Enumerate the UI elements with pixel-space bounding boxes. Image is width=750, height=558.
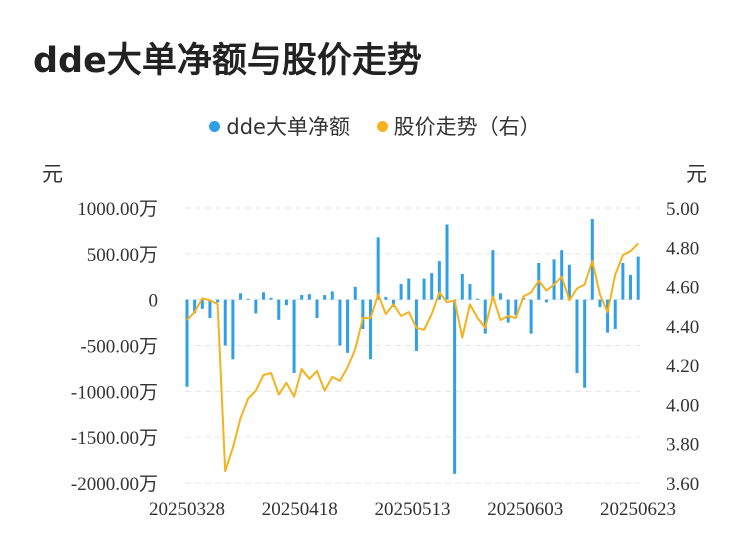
dde-bar xyxy=(323,295,327,300)
x-axis-tick-label: 20250513 xyxy=(375,499,451,520)
right-axis-tick-label: 4.80 xyxy=(666,238,699,259)
dde-bar xyxy=(514,299,518,316)
dde-bar xyxy=(606,299,610,333)
right-axis-unit: 元 xyxy=(686,162,707,186)
dde-bar xyxy=(407,278,411,300)
dde-bar xyxy=(200,299,204,309)
x-axis-tick-label: 20250328 xyxy=(149,499,225,520)
dde-bar xyxy=(437,261,441,300)
right-axis-tick-label: 4.20 xyxy=(666,356,699,377)
dde-bar xyxy=(292,299,296,373)
legend-line-marker-icon xyxy=(376,120,388,132)
right-axis-tick-label: 4.00 xyxy=(666,395,699,416)
dde-bar xyxy=(315,299,319,318)
left-axis-tick-label: -500.00万 xyxy=(80,337,158,358)
dde-bar xyxy=(361,299,365,329)
dde-bar xyxy=(529,299,533,334)
dde-bar xyxy=(338,299,342,346)
dde-bar xyxy=(269,297,273,300)
legend-line-label: 股价走势（右） xyxy=(393,115,541,139)
dde-bar xyxy=(330,291,334,300)
left-axis-tick-label: 500.00万 xyxy=(87,245,158,266)
dde-bar xyxy=(376,237,380,300)
dde-bar xyxy=(499,293,503,300)
dde-bar xyxy=(445,224,449,300)
right-axis-tick-label: 3.80 xyxy=(666,435,699,456)
dde-bar xyxy=(277,299,281,320)
dde-bar xyxy=(254,299,258,314)
dde-bar xyxy=(369,299,373,360)
dde-bar xyxy=(300,295,304,300)
dde-bar xyxy=(575,299,579,373)
dde-bar xyxy=(284,299,288,306)
dde-bar xyxy=(468,284,472,300)
dde-bar xyxy=(239,293,243,300)
dde-bar xyxy=(353,286,357,300)
legend-bar-label: dde大单净额 xyxy=(226,115,350,139)
x-axis-tick-label: 20250603 xyxy=(487,499,563,520)
dde-bar xyxy=(261,292,265,300)
right-axis-tick-label: 4.60 xyxy=(666,278,699,299)
dde-bar xyxy=(384,296,388,300)
dde-bar xyxy=(453,299,457,474)
dde-bar xyxy=(552,259,556,300)
left-axis-tick-label: 1000.00万 xyxy=(77,199,158,220)
dde-bar xyxy=(636,256,640,300)
dde-bar xyxy=(567,264,571,300)
dde-bar xyxy=(208,299,212,318)
dde-bar xyxy=(422,278,426,300)
dde-bar xyxy=(430,273,434,300)
right-axis-tick-label: 3.60 xyxy=(666,474,699,495)
dde-bar xyxy=(629,274,633,300)
dde-bar xyxy=(193,299,197,314)
left-axis-tick-label: 0 xyxy=(149,291,159,312)
left-axis-tick-label: -1500.00万 xyxy=(71,428,158,449)
legend-item-line[interactable]: 股价走势（右） xyxy=(376,111,541,141)
dde-bar xyxy=(483,299,487,334)
chart-title: dde大单净额与股价走势 xyxy=(33,41,422,81)
dde-bar xyxy=(185,299,189,387)
legend-bar-marker-icon xyxy=(209,120,221,132)
dde-bar xyxy=(414,299,418,351)
dde-bar xyxy=(491,250,495,300)
dde-bar xyxy=(476,298,480,300)
x-axis-tick-label: 20250623 xyxy=(600,499,676,520)
dde-bar xyxy=(460,274,464,300)
left-axis-tick-label: -1000.00万 xyxy=(71,382,158,403)
legend: dde大单净额 股价走势（右） xyxy=(0,111,750,141)
dde-bar xyxy=(246,298,250,300)
dde-bar xyxy=(216,299,220,303)
dde-bar xyxy=(346,299,350,353)
dde-bar xyxy=(223,299,227,346)
left-axis-tick-label: -2000.00万 xyxy=(71,474,158,495)
dde-bar xyxy=(231,299,235,360)
right-axis-tick-label: 5.00 xyxy=(666,199,699,220)
dde-bar xyxy=(613,299,617,329)
dde-bar xyxy=(560,250,564,300)
dde-bar xyxy=(583,299,587,388)
dde-bar xyxy=(506,299,510,323)
x-axis-tick-label: 20250418 xyxy=(262,499,338,520)
dde-bar xyxy=(590,219,594,300)
dde-bar xyxy=(544,299,548,303)
dde-bar xyxy=(621,263,625,300)
dde-bar xyxy=(307,294,311,300)
dde-bar xyxy=(399,284,403,300)
left-axis-unit: 元 xyxy=(42,162,63,186)
dde-bar xyxy=(598,299,602,307)
price-line xyxy=(186,242,639,473)
legend-item-bar[interactable]: dde大单净额 xyxy=(209,111,350,141)
right-axis-tick-label: 4.40 xyxy=(666,317,699,338)
